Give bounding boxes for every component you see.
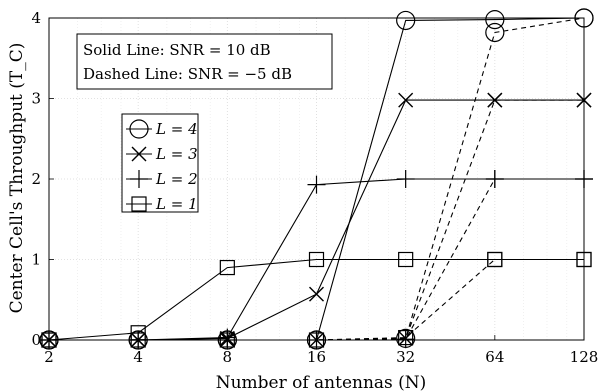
series-square-solid-point	[219, 259, 235, 276]
legend-label: L = 1	[155, 195, 198, 213]
legend-marker-plus	[130, 170, 148, 188]
annotation-box: Solid Line: SNR = 10 dB Dashed Line: SNR…	[76, 33, 333, 90]
series-circle-solid-point	[396, 10, 416, 31]
y-tick-labels: 0 1 2 3 4	[31, 9, 54, 349]
series-circle-dashed-line	[49, 17, 585, 341]
series-plus-dashed-point	[485, 170, 504, 188]
y-tick-label: 3	[31, 90, 41, 108]
y-tick-label: 0	[31, 331, 41, 349]
x-tick-label: 128	[570, 348, 599, 366]
y-tick-label: 2	[31, 170, 41, 188]
y-axis-label: Center Cell's Throughput (T_C)	[7, 43, 27, 314]
legend-label: L = 4	[155, 120, 198, 138]
x-tick-label: 32	[396, 348, 415, 366]
legend-marker-x	[131, 146, 147, 162]
x-tick-label: 4	[133, 348, 143, 366]
legend: L = 4 L = 3 L = 2 L = 1	[121, 113, 199, 213]
series-plus-solid-point	[396, 170, 415, 188]
x-axis-label: Number of antennas (N)	[216, 373, 427, 392]
series-square-solid-point	[398, 251, 414, 268]
legend-label: L = 2	[155, 170, 198, 188]
x-tick-label: 16	[307, 348, 326, 366]
x-tick-label: 64	[485, 348, 504, 366]
x-tick-label: 8	[223, 348, 233, 366]
annotation-line-2: Dashed Line: SNR = −5 dB	[83, 65, 292, 83]
series-x-dashed-point	[487, 92, 503, 108]
annotation-line-1: Solid Line: SNR = 10 dB	[83, 41, 271, 59]
x-tick-labels: 2 4 8 16 32 64 128	[44, 335, 598, 366]
series-plus-solid-point	[307, 175, 326, 194]
legend-label: L = 3	[155, 145, 198, 163]
markers-group	[39, 8, 594, 350]
series-circle-solid-point	[485, 10, 505, 30]
series-x-solid-point	[309, 286, 324, 302]
series-square-dashed-point	[398, 329, 414, 346]
legend-marker-circle	[129, 119, 149, 139]
legend-marker-square	[131, 196, 147, 212]
series-circle-dashed-point	[485, 22, 505, 43]
y-tick-label: 1	[31, 251, 41, 269]
y-tick-label: 4	[31, 9, 41, 27]
series-square-solid-point	[308, 251, 325, 268]
x-tick-label: 2	[44, 348, 54, 366]
series-x-solid-point	[398, 92, 414, 108]
series-square-dashed-point	[487, 251, 503, 268]
